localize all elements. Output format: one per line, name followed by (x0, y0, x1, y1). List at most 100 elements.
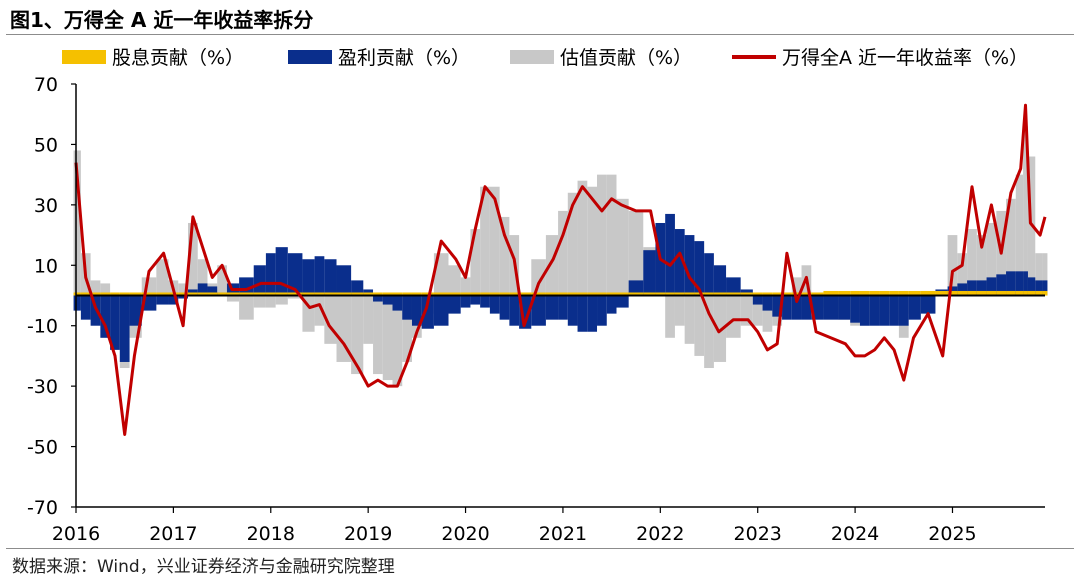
earnings-bar (889, 295, 899, 326)
earnings-bar (665, 213, 675, 296)
dividend-bar (558, 292, 568, 296)
dividend-bar (253, 292, 266, 296)
y-tick-label: 10 (34, 255, 58, 277)
earnings-bar (1006, 271, 1016, 296)
valuation-bar (239, 295, 254, 320)
valuation-bar (694, 295, 705, 356)
chart-legend: 股息贡献（%） 盈利贡献（%） 估值贡献（%） 万得全A 近一年收益率（%） (0, 43, 1080, 69)
valuation-bar (226, 295, 240, 302)
earnings-bar (920, 295, 936, 314)
earnings-bar (801, 295, 812, 320)
dividend-bar (80, 292, 91, 296)
dividend-bar (694, 292, 705, 296)
earnings-bar (411, 295, 422, 326)
valuation-bar (156, 259, 169, 296)
dividend-bar (382, 292, 393, 296)
dividend-bar (772, 292, 783, 296)
valuation-bar (606, 174, 617, 296)
dividend-bar (392, 292, 403, 296)
dividend-bar (207, 292, 218, 296)
valuation-bar (616, 198, 629, 296)
x-tick-label: 2017 (149, 523, 197, 545)
earnings-bar (628, 280, 644, 296)
dividend-bar (726, 292, 741, 296)
dividend-bar (470, 292, 481, 296)
valuation-bar (336, 295, 352, 362)
dividend-bar (587, 292, 598, 296)
earnings-bar (967, 280, 977, 296)
earnings-bar (392, 295, 403, 311)
valuation-bar (1015, 174, 1024, 296)
dividend-bar (823, 290, 839, 296)
title-divider (6, 34, 1074, 35)
earnings-bar (253, 265, 266, 296)
valuation-bar (392, 295, 403, 387)
dividend-bar (947, 290, 958, 296)
dividend-bar (314, 292, 325, 296)
chart-title: 图1、万得全 A 近一年收益率拆分 (10, 8, 314, 32)
valuation-bar (100, 283, 111, 296)
earnings-bar (207, 286, 218, 296)
x-tick-label: 2024 (831, 523, 879, 545)
earnings-bar (577, 295, 588, 332)
legend-label-return: 万得全A 近一年收益率（%） (782, 47, 1029, 69)
dividend-bar (996, 290, 1007, 296)
valuation-bar (752, 295, 763, 326)
earnings-bar (460, 295, 471, 308)
legend-item-dividend: 股息贡献（%） (62, 43, 244, 70)
valuation-bar (957, 253, 968, 296)
valuation-bar (577, 180, 588, 296)
earnings-bar (1042, 280, 1048, 296)
y-tick-label: -70 (27, 497, 58, 519)
valuation-bar (187, 222, 198, 296)
dividend-bar (302, 292, 315, 296)
dividend-bar (889, 290, 899, 296)
dividend-bar (187, 292, 198, 296)
source-note: 数据来源：Wind，兴业证券经济与金融研究院整理 (12, 557, 395, 577)
valuation-bar (587, 186, 598, 296)
earnings-bar (197, 283, 208, 296)
dividend-bar (643, 292, 656, 296)
dividend-bar (597, 292, 607, 296)
valuation-bar (740, 295, 753, 326)
valuation-bar (265, 295, 276, 308)
valuation-bar (1035, 253, 1043, 296)
dividend-bar (628, 292, 644, 296)
dividend-bar (704, 292, 714, 296)
earnings-bar (178, 295, 188, 299)
earnings-bar (499, 295, 510, 320)
dividend-bar (178, 292, 188, 296)
x-tick-label: 2018 (247, 523, 295, 545)
earnings-bar (531, 295, 546, 326)
earnings-bar (545, 295, 559, 320)
valuation-bar (448, 265, 461, 296)
valuation-bar (947, 235, 958, 296)
dividend-bar (363, 292, 374, 296)
dividend-bar (129, 292, 142, 296)
dividend-bar (655, 292, 666, 296)
legend-item-earnings: 盈利贡献（%） (288, 43, 470, 70)
earnings-bar (73, 295, 81, 311)
dividend-bar (606, 292, 617, 296)
valuation-bar (363, 295, 374, 344)
return-line-group (74, 103, 1047, 436)
valuation-bar (73, 150, 81, 296)
earnings-bar (791, 295, 802, 320)
earnings-bar (587, 295, 598, 332)
earnings-bar (859, 295, 870, 326)
dividend-bar (762, 292, 773, 296)
axes: 70 50 30 10 -10 -30 -50 -70 2016 2017 2018 2019 2020… (27, 74, 1045, 545)
dividend-bar (275, 292, 288, 296)
dividend-bar (421, 292, 434, 296)
valuation-bar (976, 235, 987, 296)
dividend-bar (957, 290, 968, 296)
valuation-bar (480, 186, 490, 296)
dividend-bar (197, 292, 208, 296)
dividend-bar (287, 292, 303, 296)
dividend-bars (73, 290, 1048, 296)
x-tick-label: 2022 (636, 523, 684, 545)
valuation-bar (545, 235, 559, 296)
earnings-bar (869, 295, 880, 326)
dividend-bar (402, 292, 412, 296)
dividend-bar (489, 292, 500, 296)
